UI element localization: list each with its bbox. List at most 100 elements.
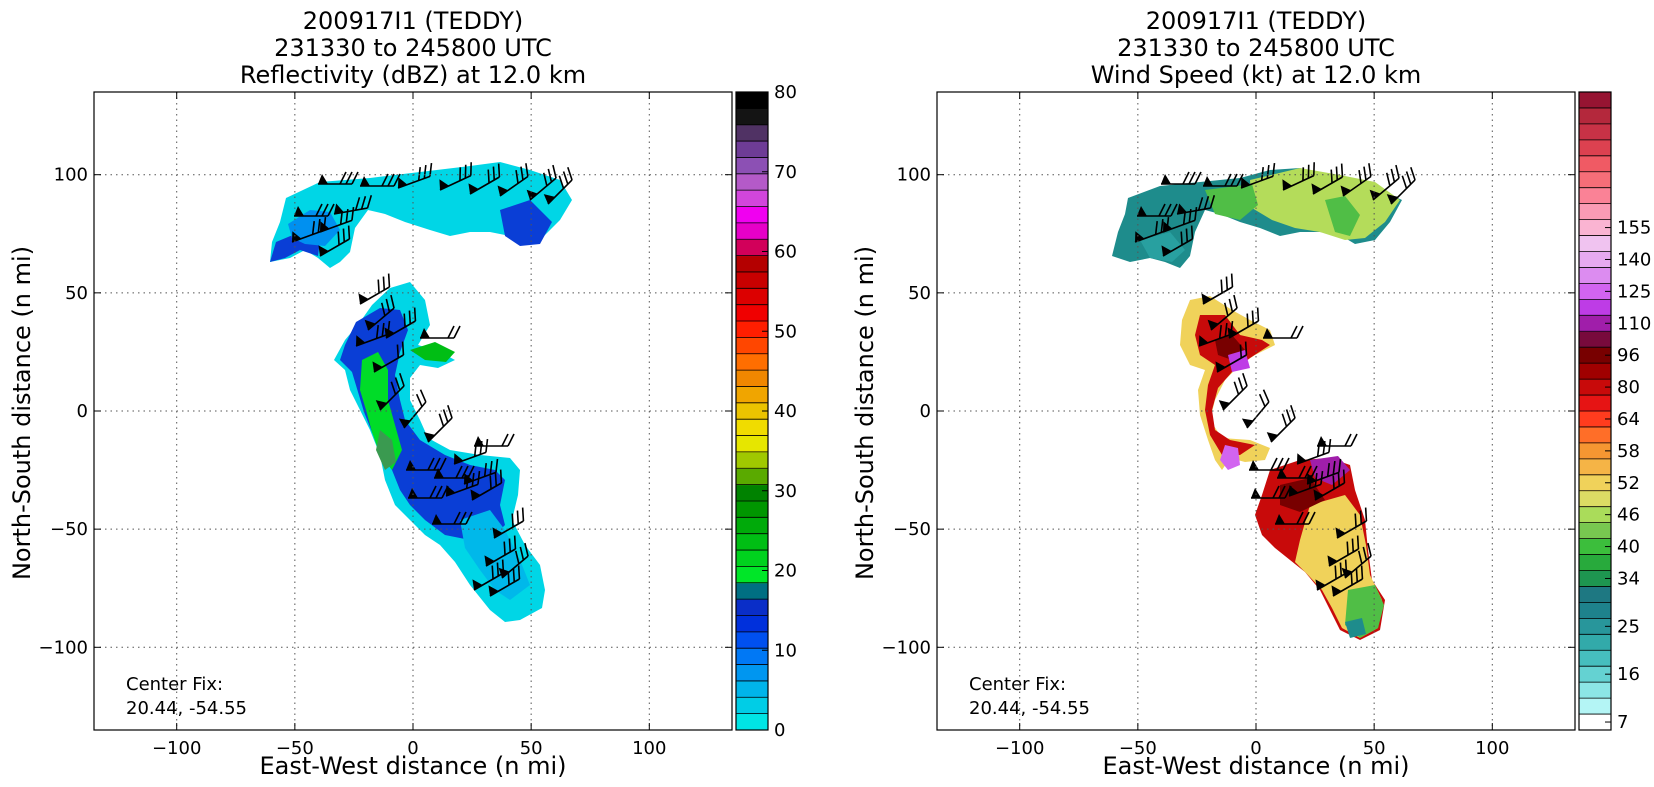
wind-barb-icon — [1218, 372, 1248, 411]
colorbar-swatch — [1579, 602, 1611, 619]
colorbar-tick-label: 155 — [1617, 218, 1651, 239]
colorbar-tick-label: 60 — [774, 242, 797, 263]
colorbar-swatch — [736, 648, 768, 666]
colorbar-tick-label: 125 — [1617, 281, 1651, 302]
colorbar-tick-label: 80 — [1617, 377, 1640, 398]
colorbar-tick-label: 10 — [774, 640, 797, 661]
wind-barb-icon — [375, 372, 405, 411]
y-tick-label: 0 — [920, 401, 931, 422]
echo-north-band-east-core — [500, 200, 552, 246]
wind-barb-icon — [1335, 507, 1368, 539]
colorbar-swatch — [736, 631, 768, 649]
wind-barb-icon — [1288, 470, 1324, 497]
colorbar-swatch — [1579, 714, 1611, 731]
colorbar-swatch — [736, 402, 768, 420]
wind-barb-icon — [358, 273, 391, 305]
wind-barb-icon — [291, 216, 327, 243]
colorbar-swatch — [1579, 586, 1611, 603]
title-line-2: 231330 to 245800 UTC — [274, 34, 552, 62]
colorbar-swatch — [736, 550, 768, 567]
colorbar-swatch — [1579, 538, 1611, 556]
y-axis-label: North-South distance (n mi) — [851, 246, 879, 580]
colorbar-swatch — [736, 517, 768, 535]
colorbar-swatch — [1579, 315, 1611, 332]
wind-barb-icon — [420, 325, 461, 339]
colorbar-tick-label: 40 — [1617, 537, 1640, 558]
colorbar-swatch — [736, 484, 768, 502]
y-tick-label: 100 — [897, 165, 931, 186]
colorbar-swatch — [1579, 490, 1611, 508]
colorbar-tick-label: 96 — [1617, 345, 1640, 366]
colorbar-tick-label: 16 — [1617, 664, 1640, 685]
wind-barb-icon — [372, 341, 405, 373]
wind-barb-icon — [364, 294, 395, 331]
colorbar-swatch — [736, 239, 768, 257]
x-tick-label: −50 — [276, 738, 314, 759]
x-tick-label: 0 — [407, 738, 418, 759]
title-line-1: 200917I1 (TEDDY) — [1146, 7, 1366, 35]
colorbar-swatch — [1579, 379, 1611, 396]
wind-south-teal — [1345, 618, 1366, 638]
wind-barb-icon — [1340, 163, 1372, 197]
colorbar-swatch — [736, 337, 768, 355]
title-line-2: 231330 to 245800 UTC — [1117, 34, 1395, 62]
wind-barb-icon — [484, 535, 517, 567]
x-axis-ticks: −100 −50 0 50 100 — [152, 92, 666, 759]
wind-barb-icon — [1327, 535, 1360, 567]
colorbar-swatch — [736, 124, 768, 142]
colorbar-tick-label: 64 — [1617, 409, 1640, 430]
colorbar-swatch — [736, 288, 768, 306]
echo-green-spur — [410, 342, 455, 362]
wind-barb-icon — [1198, 320, 1234, 347]
colorbar-swatch — [736, 255, 768, 273]
x-tick-label: 50 — [1363, 738, 1386, 759]
colorbar-swatch — [1579, 506, 1611, 524]
x-axis-label: East-West distance (n mi) — [1102, 752, 1409, 780]
wind-barb-icon — [1207, 294, 1238, 331]
center-fix-value: 20.44, -54.55 — [969, 698, 1090, 719]
colorbar-tick-label: 40 — [774, 401, 797, 422]
wind-barb-icon — [1311, 163, 1344, 195]
y-tick-label: −50 — [893, 519, 931, 540]
wind-arc-violet — [1220, 445, 1240, 470]
colorbar-swatch — [736, 206, 768, 224]
colorbar-tick-label: 50 — [774, 321, 797, 342]
y-axis-label: North-South distance (n mi) — [8, 246, 36, 580]
wind-barb-icon — [398, 389, 427, 429]
colorbar-swatch — [1579, 187, 1611, 205]
colorbar-tick-label: 25 — [1617, 616, 1640, 637]
colorbar: 0 10 20 30 40 50 60 70 80 — [735, 82, 797, 741]
colorbar-swatch — [736, 92, 768, 109]
colorbar-swatch — [736, 419, 768, 437]
colorbar-swatch — [736, 451, 768, 469]
grid-lines — [937, 92, 1575, 730]
wind-barb-icon — [1386, 166, 1416, 205]
x-tick-label: 100 — [632, 738, 666, 759]
colorbar-swatch — [1579, 299, 1611, 316]
colorbar-swatch — [736, 386, 768, 404]
wind-barb-icon — [294, 203, 335, 217]
wind-barb-icon — [1240, 162, 1276, 189]
echo-teal-patch — [376, 430, 396, 470]
wind-barb-icon — [432, 511, 473, 525]
colorbar-swatch — [1579, 139, 1611, 157]
wind-barb-icon — [360, 173, 401, 187]
colorbar-swatch — [736, 697, 768, 715]
colorbar: 7 16 25 34 40 46 52 58 64 80 96 110 125 140 155 — [1578, 91, 1651, 733]
colorbar-swatch — [736, 370, 768, 387]
wind-barb-icon — [1203, 173, 1244, 187]
x-tick-label: 0 — [1250, 738, 1261, 759]
colorbar-swatch — [736, 222, 768, 240]
wind-barb-icon — [318, 225, 351, 257]
wind-barb-icon — [1215, 341, 1248, 373]
colorbar-swatch — [1579, 155, 1611, 173]
y-axis-ticks: −100 −50 0 50 100 — [882, 165, 1575, 658]
reflectivity-panel: 200917I1 (TEDDY) 231330 to 245800 UTC Re… — [8, 7, 797, 780]
colorbar-swatch — [736, 435, 768, 453]
wind-barb-icon — [468, 163, 501, 195]
colorbar-swatch — [736, 615, 768, 633]
wind-barb-icon — [1369, 164, 1400, 201]
wind-barb-icon — [1277, 465, 1318, 479]
y-tick-label: 50 — [65, 283, 88, 304]
